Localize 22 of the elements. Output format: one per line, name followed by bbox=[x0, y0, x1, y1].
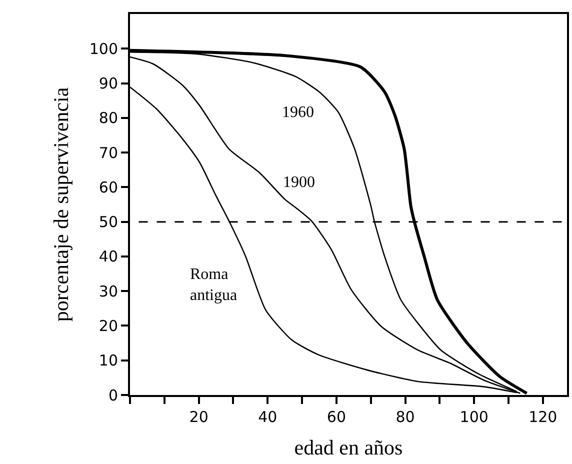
y-tick-label: 20 bbox=[98, 316, 118, 335]
series-label: Roma antigua bbox=[190, 266, 238, 304]
x-tick-label: 80 bbox=[396, 408, 415, 426]
y-tick-label: 70 bbox=[98, 144, 118, 162]
y-tick-label: 80 bbox=[98, 109, 118, 128]
y-tick-label: 50 bbox=[98, 213, 118, 232]
y-tick-label: 90 bbox=[98, 74, 118, 93]
y-tick-label: 60 bbox=[98, 178, 118, 196]
x-axis-title: edad en años bbox=[294, 436, 403, 460]
y-tick-label: 10 bbox=[98, 352, 118, 370]
y-tick-label: 30 bbox=[98, 282, 118, 300]
y-axis-title: porcentaje de supervivencia bbox=[49, 86, 74, 322]
series-label: 1960 bbox=[282, 104, 314, 121]
series-label: 1900 bbox=[283, 174, 315, 191]
x-tick-label: 100 bbox=[460, 408, 488, 426]
x-tick-label: 120 bbox=[528, 408, 558, 426]
x-tick-label: 20 bbox=[189, 408, 208, 426]
y-tick-label: 100 bbox=[89, 40, 118, 58]
y-tick-label: 40 bbox=[98, 248, 118, 266]
y-tick-label: 0 bbox=[108, 386, 118, 404]
x-tick-label: 60 bbox=[326, 408, 346, 426]
x-tick-label: 40 bbox=[258, 408, 278, 426]
